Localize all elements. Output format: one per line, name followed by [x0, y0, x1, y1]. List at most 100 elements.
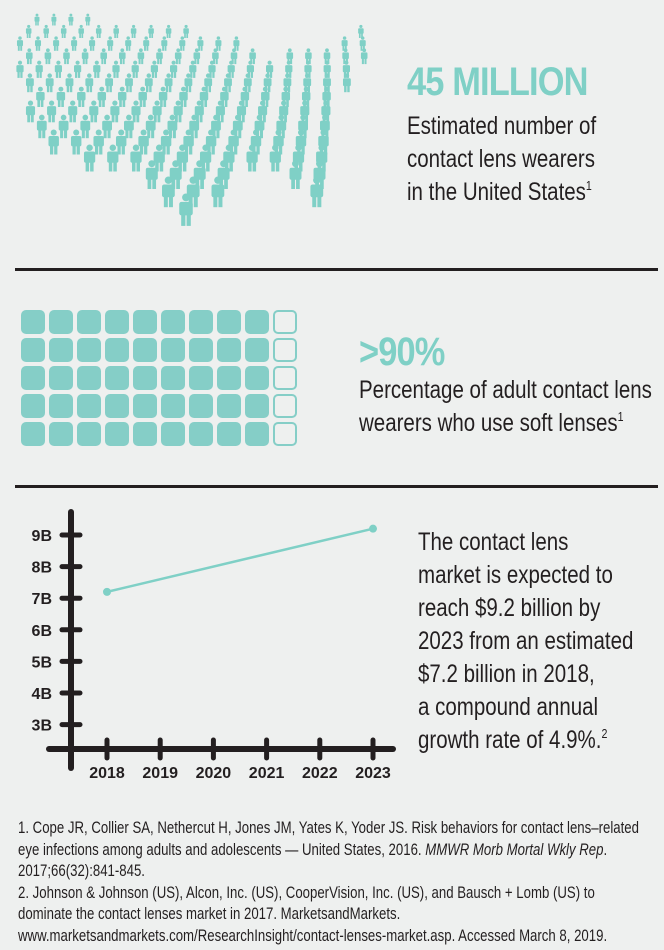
waffle-cell-filled: [161, 338, 185, 362]
person-icon: [360, 48, 368, 65]
person-icon: [81, 48, 89, 65]
market-description: The contact lens market is expected to r…: [418, 526, 633, 757]
waffle-cell-filled: [245, 338, 269, 362]
person-icon: [223, 144, 235, 172]
waffle-cell-filled: [77, 366, 101, 390]
person-icon: [208, 60, 216, 78]
person-icon: [25, 73, 34, 93]
waffle-cell-filled: [21, 422, 45, 446]
person-icon: [144, 73, 153, 93]
person-icon: [97, 86, 107, 107]
waffle-cell-empty: [273, 338, 297, 362]
waffle-cell-empty: [273, 366, 297, 390]
waffle-cell-filled: [161, 422, 185, 446]
waffle-cell-filled: [189, 394, 213, 418]
waffle-cell-filled: [217, 310, 241, 334]
person-icon: [25, 100, 36, 123]
reference-text: 1. Cope JR, Collier SA, Nethercut H, Jon…: [18, 819, 639, 859]
waffle-cell-filled: [189, 338, 213, 362]
person-icon: [173, 100, 183, 123]
footnote-marker: 1: [617, 409, 624, 424]
person-icon: [119, 48, 126, 65]
waffle-cell-filled: [49, 310, 73, 334]
y-tick-label: 9B: [32, 528, 52, 545]
person-icon: [83, 144, 96, 172]
person-icon: [212, 48, 219, 65]
text-line: Percentage of adult contact lens: [359, 376, 652, 404]
person-icon: [93, 60, 101, 78]
person-icon: [85, 13, 91, 26]
person-icon: [113, 24, 119, 38]
person-icon: [71, 36, 78, 51]
person-icon: [102, 114, 113, 139]
person-icon: [193, 160, 206, 189]
waffle-cell-filled: [21, 366, 45, 390]
waffle-cell-filled: [49, 338, 73, 362]
person-icon: [60, 24, 67, 38]
person-icon: [93, 129, 104, 155]
y-tick-label: 6B: [32, 623, 52, 640]
person-icon: [70, 129, 82, 155]
person-icon: [170, 60, 178, 78]
text-line: wearers who use soft lenses1: [359, 407, 652, 440]
x-tick-label: 2022: [302, 765, 338, 782]
person-icon: [77, 86, 86, 107]
person-icon: [16, 60, 24, 78]
person-icon: [43, 24, 49, 38]
waffle-cell-filled: [189, 310, 213, 334]
reference-1: 1. Cope JR, Collier SA, Nethercut H, Jon…: [18, 818, 646, 883]
person-icon: [162, 176, 175, 208]
person-icon: [112, 60, 120, 78]
person-icon: [44, 48, 52, 65]
soft-lens-description: Percentage of adult contact lens wearers…: [359, 374, 652, 440]
waffle-cell-filled: [49, 394, 73, 418]
us-map-people-illustration: [16, 13, 368, 226]
waffle-cell-empty: [273, 394, 297, 418]
waffle-cell-filled: [189, 422, 213, 446]
text-line: wearers who use soft lenses: [359, 409, 618, 437]
person-icon: [161, 36, 168, 51]
waffle-cell-filled: [105, 366, 129, 390]
person-icon: [148, 24, 154, 38]
waffle-cell-filled: [49, 422, 73, 446]
y-tick-label: 3B: [32, 718, 52, 735]
person-icon: [358, 24, 364, 38]
person-icon: [80, 114, 91, 139]
person-icon: [217, 160, 230, 189]
waffle-cell-filled: [77, 310, 101, 334]
waffle-cell-filled: [245, 394, 269, 418]
waffle-cell-filled: [245, 422, 269, 446]
footnote-marker: 2: [601, 726, 608, 741]
person-icon: [197, 36, 204, 51]
reference-text: . 2017;66(32):841-845.: [18, 840, 608, 881]
person-icon: [186, 176, 200, 208]
waffle-cell-filled: [21, 338, 45, 362]
person-icon: [193, 48, 201, 65]
waffle-cell-filled: [105, 310, 129, 334]
person-icon: [174, 48, 182, 65]
text-line: growth rate of 4.9%.: [418, 726, 602, 754]
person-icon: [194, 100, 204, 123]
person-icon: [156, 48, 163, 65]
person-icon: [125, 73, 133, 93]
waffle-cell-filled: [217, 338, 241, 362]
person-icon: [131, 60, 139, 78]
waffle-cell-filled: [245, 310, 269, 334]
person-icon: [199, 144, 212, 172]
person-icon: [233, 36, 240, 51]
waffle-cell-filled: [133, 422, 157, 446]
waffle-cell-filled: [21, 310, 45, 334]
person-icon: [85, 73, 94, 93]
waffle-cell-filled: [133, 394, 157, 418]
person-icon: [289, 160, 302, 189]
person-icon: [359, 36, 366, 51]
person-icon: [25, 24, 32, 38]
person-icon: [137, 48, 145, 65]
y-tick-label: 8B: [32, 560, 52, 577]
wearers-count: 45 MILLION: [407, 60, 588, 104]
footnote-marker: 1: [585, 178, 592, 193]
person-icon: [131, 100, 141, 123]
person-icon: [117, 86, 127, 107]
waffle-cell-filled: [189, 366, 213, 390]
person-icon: [65, 73, 74, 93]
